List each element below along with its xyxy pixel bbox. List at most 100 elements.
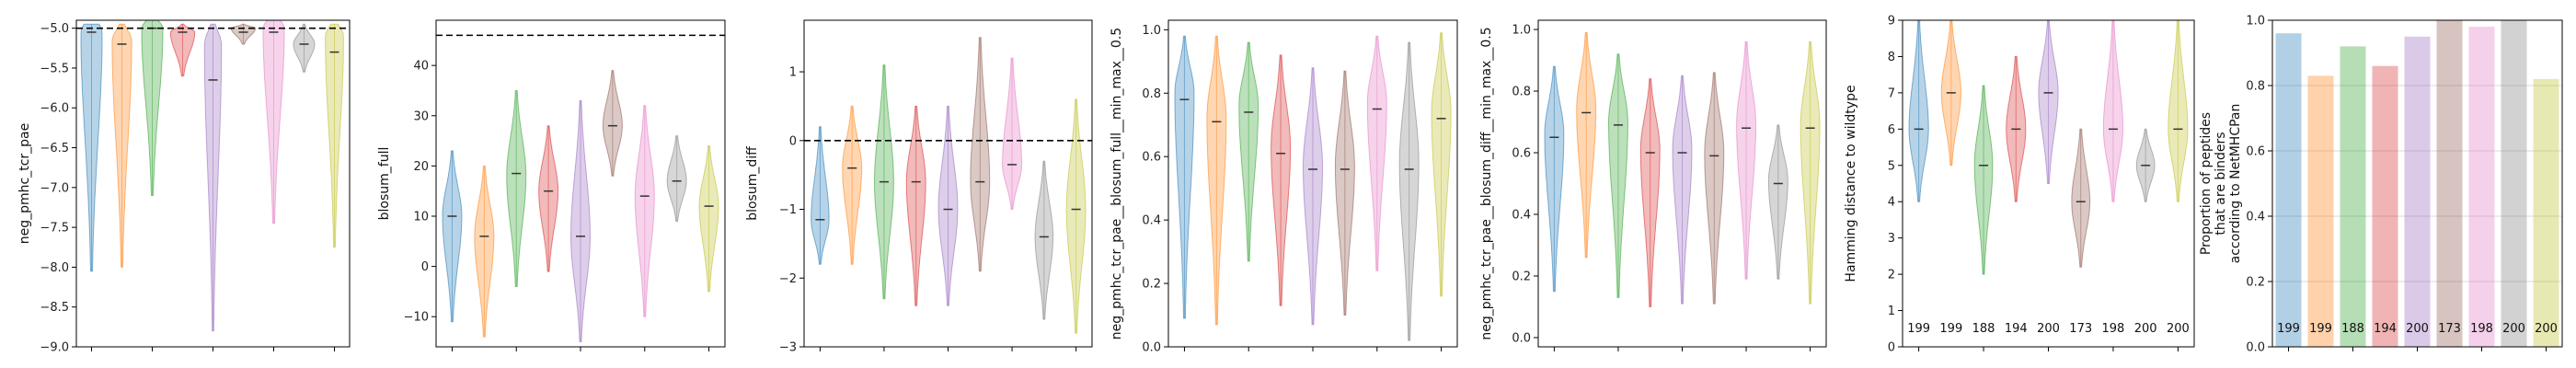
count-label: 199: [1939, 322, 1962, 336]
violin-body: [1672, 75, 1693, 305]
y-axis-label: Proportion of peptidesthat are bindersac…: [2199, 104, 2243, 264]
y-tick-label: 0.4: [1142, 214, 1161, 228]
violin-body: [203, 23, 223, 332]
panel-7: 199 199 188 194 200 173 198 200 200 0.0 0.2 0.4 0.6 0…: [2199, 15, 2563, 355]
panel-6: 199 199 188 194 200 173 198 200 200 0 1 2 3 4 5 6 7 8 9 Ham…: [1844, 15, 2195, 355]
violin-body: [970, 37, 991, 272]
y-tick-label: −5.5: [40, 62, 69, 75]
y-axis-label: neg_pmhc_tcr_pae: [17, 123, 32, 245]
y-tick-label: 1.0: [1512, 24, 1531, 38]
count-label: 200: [2502, 322, 2525, 336]
panel-3: −3 −2 −1 0 1 blosum_diff: [745, 19, 1093, 355]
violin-body: [1544, 65, 1565, 293]
violin-body: [1576, 31, 1597, 259]
y-tick-label: 0: [421, 260, 429, 274]
count-label: 199: [2309, 322, 2332, 336]
violin-body: [602, 70, 623, 177]
count-label: 200: [2406, 322, 2429, 336]
y-tick-label: −10: [404, 311, 429, 325]
violin-body: [1366, 35, 1387, 271]
y-tick-label: 0.8: [1512, 86, 1531, 99]
count-label: 198: [2470, 322, 2493, 336]
y-tick-label: −8.5: [40, 301, 69, 315]
y-tick-label: −1: [779, 203, 797, 217]
violin-body: [169, 23, 196, 77]
violin-body: [1398, 41, 1420, 341]
y-axis-label: neg_pmhc_tcr_pae__blosum_diff__min_max__…: [1479, 27, 1494, 339]
bar: [2436, 20, 2463, 347]
violin-body: [1271, 54, 1292, 306]
y-tick-label: 0.4: [1512, 208, 1531, 222]
violin-body: [1973, 85, 1994, 275]
y-tick-label: 40: [413, 60, 429, 74]
bar: [2307, 75, 2334, 347]
violin-body: [1431, 32, 1452, 297]
y-tick-label: 1: [1888, 305, 1895, 318]
violin-body: [474, 165, 495, 338]
y-tick-label: 1: [789, 66, 797, 80]
count-label: 200: [2134, 322, 2157, 336]
bar: [2533, 78, 2559, 348]
bar: [2468, 27, 2495, 347]
y-tick-label: 1.0: [1142, 24, 1161, 38]
violin-body: [1002, 57, 1022, 210]
violin-body: [1065, 98, 1087, 334]
y-tick-label: −9.0: [40, 341, 69, 355]
panel-1: −9.0 −8.5 −8.0 −7.5 −7.0 −6.5 −6.0 −5.5 −5.0 neg_…: [17, 19, 351, 355]
y-tick-label: −6.0: [40, 102, 69, 116]
violin-body: [1303, 67, 1323, 326]
count-label: 199: [2277, 322, 2300, 336]
bar: [2501, 20, 2527, 347]
violin-body: [230, 23, 257, 45]
y-tick-label: 5: [1888, 159, 1895, 173]
y-tick-label: 4: [1888, 196, 1895, 210]
violin-body: [111, 23, 132, 268]
y-tick-label: −8.0: [40, 261, 69, 275]
y-tick-label: 0.0: [2246, 341, 2265, 355]
violin-body: [569, 99, 592, 342]
y-tick-label: 0.0: [1512, 331, 1531, 345]
violin-body: [905, 105, 926, 306]
y-tick-label: 1.0: [2246, 15, 2265, 29]
violin-body: [1704, 72, 1725, 305]
y-tick-label: 0.2: [1142, 278, 1161, 292]
y-tick-label: −5.0: [40, 22, 69, 36]
violin-body: [1034, 160, 1054, 320]
violin-body: [1334, 70, 1355, 316]
violin-body: [634, 105, 655, 317]
count-label: 198: [2102, 322, 2125, 336]
violin-body: [698, 145, 719, 293]
y-tick-label: 7: [1888, 86, 1895, 100]
y-tick-label: 0.4: [2246, 211, 2265, 224]
count-label: 200: [2167, 322, 2190, 336]
y-tick-label: 0.8: [1142, 87, 1161, 101]
y-tick-label: 6: [1888, 123, 1895, 137]
count-label: 194: [2005, 322, 2028, 336]
y-tick-label: 8: [1888, 51, 1895, 64]
bar: [2372, 65, 2398, 347]
violin-body: [1206, 35, 1227, 326]
y-tick-label: −2: [779, 272, 797, 286]
violin-body: [1608, 53, 1628, 298]
violin-body: [666, 135, 687, 222]
y-tick-label: −7.0: [40, 181, 69, 195]
y-tick-label: 0.6: [2246, 145, 2265, 159]
violin-body: [811, 126, 830, 265]
y-tick-label: 30: [413, 109, 429, 123]
bar: [2404, 36, 2431, 347]
violin-body: [538, 125, 559, 272]
count-label: 194: [2374, 322, 2397, 336]
bar: [2340, 46, 2366, 348]
violin-body: [1238, 41, 1259, 262]
y-tick-label: 0: [789, 134, 797, 148]
y-tick-label: 20: [413, 160, 429, 174]
violin-body: [2071, 128, 2091, 268]
y-tick-label: 10: [413, 211, 429, 224]
count-label: 173: [2438, 322, 2461, 336]
y-tick-label: −3: [779, 341, 797, 355]
count-label: 199: [1907, 322, 1930, 336]
panel-2: −10 0 10 20 30 40 blosum_full: [377, 19, 726, 351]
violin-body: [506, 90, 527, 287]
y-axis-label: blosum_full: [377, 147, 392, 221]
y-tick-label: 0.2: [2246, 276, 2265, 290]
